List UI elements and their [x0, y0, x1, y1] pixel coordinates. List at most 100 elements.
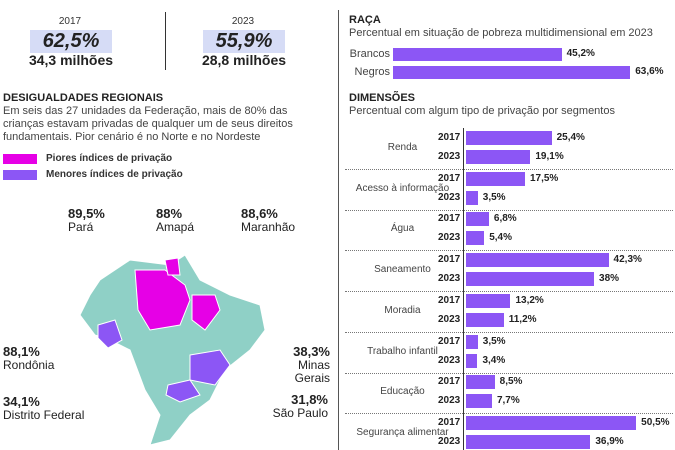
dimension-bar-2017: [466, 334, 478, 349]
year-label: 2017: [438, 416, 461, 428]
year-label: 2017: [438, 172, 461, 184]
dimension-value: 11,2%: [508, 313, 537, 325]
dimension-bar-2017: [466, 253, 609, 268]
legend-swatch-best: [3, 170, 37, 180]
dimension-value: 8,5%: [499, 376, 523, 388]
dimensions-subtitle: Percentual com algum tipo de privação po…: [349, 105, 615, 117]
regional-text: Em seis das 27 unidades da Federação, ma…: [3, 105, 293, 143]
dimensions-title: DIMENSÕES: [349, 92, 416, 104]
year-label: 2023: [438, 191, 461, 203]
axis-line: [463, 128, 464, 450]
dimension-bar-2023: [466, 434, 591, 449]
year-label: 2017: [438, 254, 461, 266]
race-bar: [393, 66, 631, 79]
divider: [165, 12, 166, 70]
label-para: 89,5% Pará: [68, 206, 105, 234]
dimension-bar-2023: [466, 353, 478, 368]
year-label: 2017: [438, 294, 461, 306]
race-category: Brancos: [349, 48, 390, 60]
race-value: 45,2%: [566, 48, 595, 59]
dimension-value: 42,3%: [613, 254, 642, 266]
dimension-value: 3,5%: [482, 191, 506, 203]
dimension-bar-2017: [466, 293, 511, 308]
race-category: Negros: [354, 66, 390, 78]
year-label: 2023: [438, 313, 461, 325]
dimension-value: 50,5%: [641, 416, 670, 428]
year-2023: 2023: [231, 16, 255, 27]
regional-title: DESIGUALDADES REGIONAIS: [3, 92, 164, 104]
label-rondonia: 88,1% Rondônia: [3, 344, 55, 372]
year-label: 2023: [438, 354, 461, 366]
dimension-value: 6,8%: [493, 213, 517, 225]
dimension-category: Renda: [387, 142, 418, 153]
dimension-category: Segurança alimentar: [356, 426, 449, 438]
dimension-value: 17,5%: [529, 172, 559, 184]
dimension-bar-2017: [466, 131, 552, 145]
row-separator: [345, 169, 673, 170]
dimension-value: 7,7%: [496, 395, 520, 407]
year-label: 2017: [438, 335, 461, 347]
year-label: 2023: [438, 435, 461, 447]
dimension-value: 3,5%: [482, 335, 506, 347]
millions-2017: 34,3 milhões: [28, 52, 114, 68]
dimension-bar-2017: [466, 415, 637, 430]
race-subtitle: Percentual em situação de pobreza multid…: [349, 27, 653, 39]
millions-2023: 28,8 milhões: [201, 52, 287, 68]
label-df: 34,1% Distrito Federal: [3, 394, 85, 422]
dimension-bar-2023: [466, 272, 595, 287]
dimension-value: 38%: [599, 273, 620, 285]
brazil-map: [79, 254, 266, 446]
value-2023: 55,9%: [203, 30, 285, 53]
legend-best: Menores índices de privação: [46, 169, 183, 180]
dimension-bar-2023: [466, 394, 492, 409]
year-label: 2023: [438, 151, 461, 162]
dimension-value: 19,1%: [535, 151, 564, 162]
minas-region: [189, 349, 231, 386]
dimension-bar-2017: [466, 171, 525, 186]
label-maranhao: 88,6% Maranhão: [241, 206, 296, 234]
year-label: 2017: [438, 132, 461, 143]
dimension-bar-2017: [466, 375, 495, 390]
saopaulo-region: [165, 379, 201, 403]
dimension-bar-2023: [466, 312, 504, 327]
row-separator: [345, 372, 673, 374]
dimension-bar-2023: [466, 190, 478, 205]
row-separator: [345, 331, 673, 333]
row-separator: [345, 291, 673, 293]
row-separator: [345, 209, 673, 211]
dimension-value: 3,4%: [482, 354, 506, 366]
race-title: RAÇA: [349, 14, 381, 26]
maranhao-region: [191, 294, 221, 331]
label-sp: 31,8% São Paulo: [272, 392, 328, 420]
dimension-value: 13,2%: [515, 294, 544, 306]
dimension-category: Moradia: [384, 304, 421, 316]
row-separator: [345, 250, 673, 252]
dimension-bar-2023: [466, 231, 485, 246]
dimension-category: Acesso à informação: [355, 182, 450, 194]
year-2017: 2017: [58, 16, 82, 27]
value-2017: 62,5%: [30, 30, 112, 53]
legend-swatch-worst: [3, 154, 37, 164]
dimension-value: 25,4%: [556, 132, 585, 143]
race-bar: [393, 48, 562, 61]
label-amapa: 88% Amapá: [156, 206, 195, 234]
legend-worst: Piores índices de privação: [46, 153, 173, 164]
dimension-category: Saneamento: [374, 264, 431, 276]
dimension-value: 36,9%: [595, 435, 624, 447]
dimension-bar-2023: [466, 150, 531, 164]
dimension-bar-2017: [466, 212, 489, 227]
amapa-region: [164, 257, 181, 276]
year-label: 2023: [438, 395, 461, 407]
year-label: 2023: [438, 273, 461, 285]
rondonia-region: [97, 319, 123, 349]
dimension-value: 5,4%: [489, 232, 512, 244]
column-divider: [338, 10, 339, 450]
row-separator: [345, 413, 673, 415]
year-label: 2023: [438, 232, 461, 244]
race-value: 63,6%: [635, 66, 664, 77]
year-label: 2017: [438, 213, 461, 225]
year-label: 2017: [438, 376, 461, 388]
label-minas: 38,3% Minas Gerais: [293, 344, 330, 385]
dimension-category: Trabalho infantil: [367, 345, 438, 357]
dimension-category: Educação: [380, 386, 425, 398]
